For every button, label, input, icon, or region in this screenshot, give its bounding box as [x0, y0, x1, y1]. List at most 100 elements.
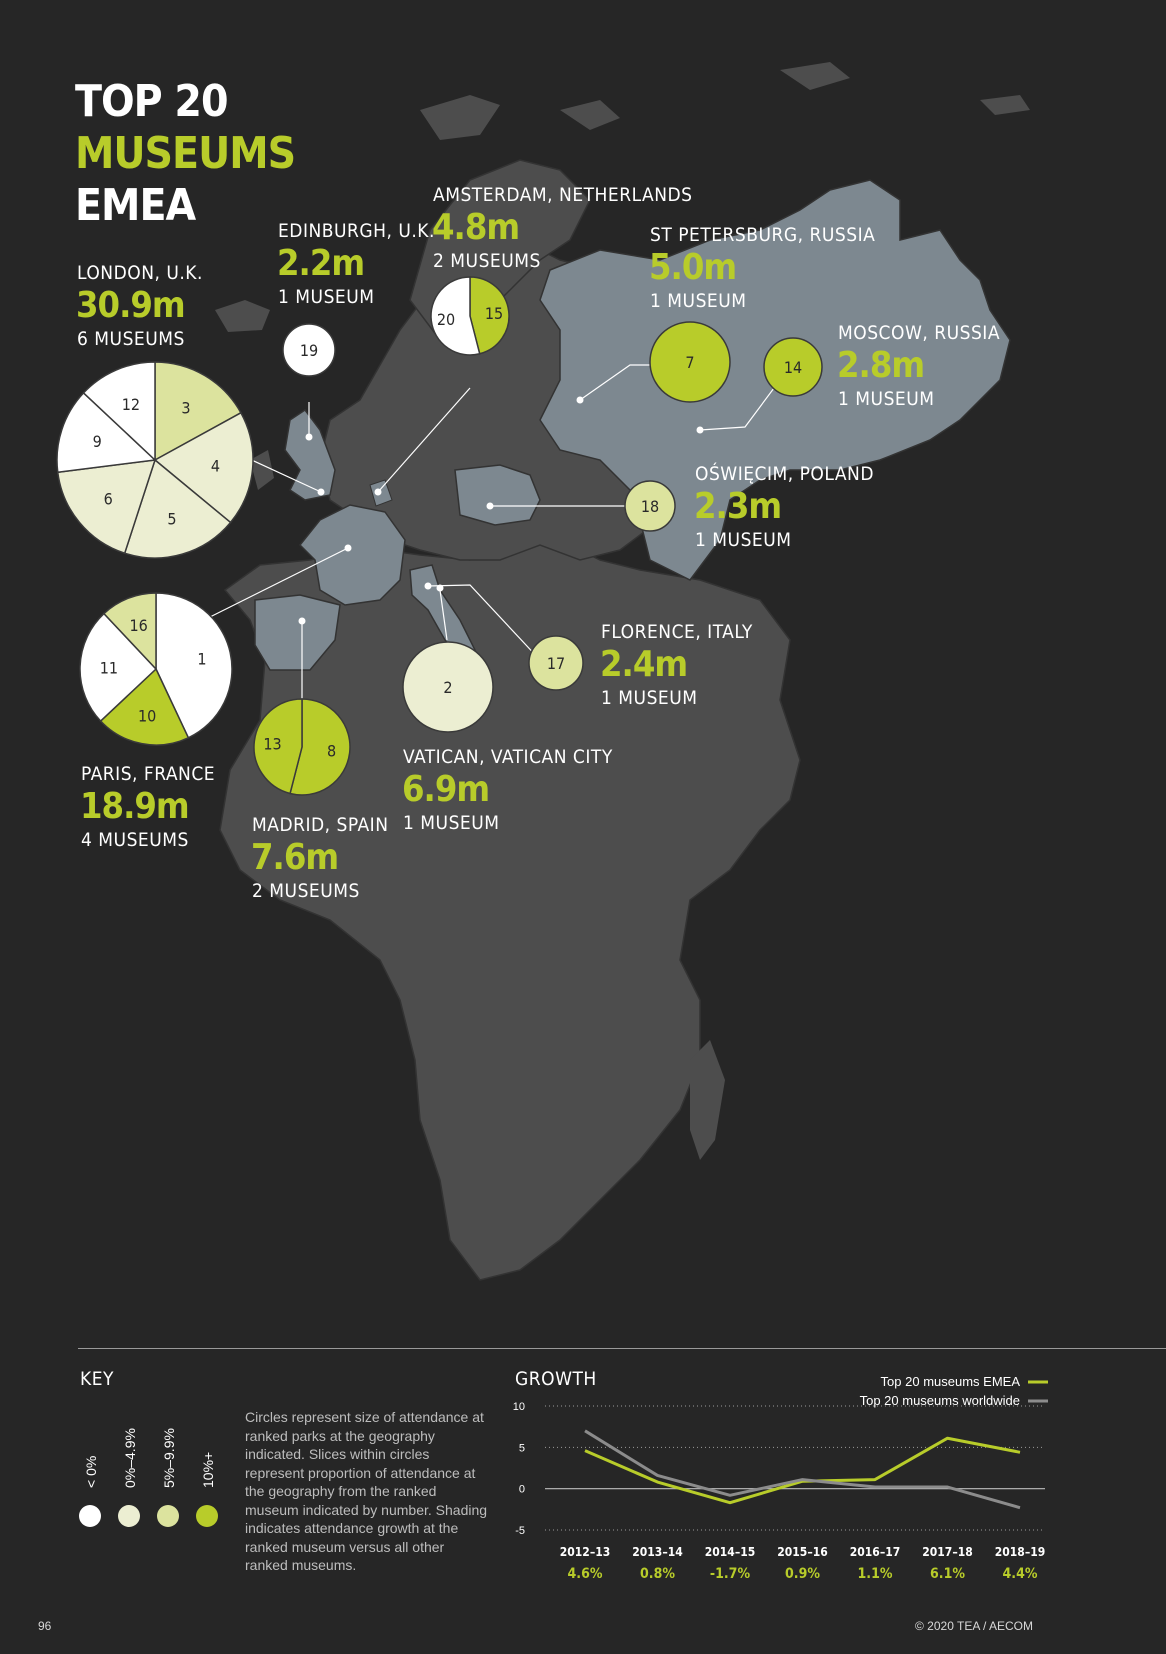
pie-slice-rank-8: [289, 698, 351, 796]
pie-slice-label: 12: [122, 395, 140, 414]
growth-chart: 10 5 0 -5 Top 20 museums EMEA Top 20 museums …: [513, 1374, 1048, 1582]
series-line-emea: [584, 1436, 1021, 1505]
key-title: KEY: [80, 1368, 114, 1390]
city-museums-amsterdam: 2 MUSEUMS: [433, 250, 541, 272]
pie-slice-rank-4: [153, 411, 254, 524]
city-name-stpete: ST PETERSBURG, RUSSIA: [650, 224, 876, 246]
pie-paris: 1 10 11 16: [79, 592, 233, 746]
x-tick-label: 2017–18: [922, 1545, 972, 1559]
x-tick-label: 2016–17: [850, 1545, 900, 1559]
pie-slice-rank-5: [123, 458, 232, 559]
pie-slice-rank-3: [154, 361, 242, 462]
pie-slice-label: 7: [685, 353, 694, 372]
pie-slice-rank-2: [402, 641, 494, 733]
city-name-amsterdam: AMSTERDAM, NETHERLANDS: [433, 184, 693, 206]
city-name-london: LONDON, U.K.: [77, 262, 203, 284]
pie-slice-rank-1: [155, 592, 233, 739]
x-tick-label: 2013–14: [632, 1545, 683, 1559]
pie-london: 3 4 5 6 9 12: [56, 361, 254, 559]
pie-slice-rank-16: [102, 592, 157, 671]
city-name-madrid: MADRID, SPAIN: [252, 814, 389, 836]
pie-slice-label: 4: [211, 457, 220, 476]
land-madagascar: [690, 1040, 725, 1160]
page-number: 96: [38, 1619, 52, 1633]
pie-slice-label: 5: [167, 509, 176, 528]
city-value-oswiecim: 2.3m: [694, 486, 782, 527]
pie-stpete: 7: [649, 321, 731, 403]
pie-vatican: 2: [402, 641, 494, 733]
key-swatch-high: [196, 1505, 218, 1527]
city-museums-stpete: 1 MUSEUM: [650, 290, 747, 312]
city-museums-florence: 1 MUSEUM: [601, 687, 698, 709]
city-museums-madrid: 2 MUSEUMS: [252, 880, 360, 902]
key-swatch-low: [118, 1505, 140, 1527]
value-label: -1.7%: [710, 1566, 751, 1582]
pie-slice-rank-18: [624, 480, 676, 532]
country-france: [298, 504, 406, 606]
key-label: < 0%: [83, 1456, 99, 1488]
city-name-florence: FLORENCE, ITALY: [601, 621, 753, 643]
value-label: 4.6%: [568, 1566, 603, 1582]
pie-slice-rank-7: [649, 321, 731, 403]
value-label: 1.1%: [858, 1566, 893, 1582]
city-value-moscow: 2.8m: [837, 345, 925, 386]
pie-slice-label: 18: [641, 497, 659, 516]
pie-slice-rank-10: [99, 667, 190, 746]
pie-madrid: 8 13: [253, 698, 351, 796]
city-value-edinburgh: 2.2m: [277, 243, 365, 284]
pie-slice-label: 8: [327, 742, 336, 761]
pie-slice-rank-20: [430, 276, 481, 356]
x-tick-label: 2018–19: [995, 1545, 1045, 1559]
title-line-2: MUSEUMS: [75, 128, 296, 179]
title-line-3: EMEA: [75, 180, 196, 231]
land-iceland: [215, 300, 270, 332]
pie-edinburgh: 19: [282, 323, 336, 377]
y-tick-label: 0: [519, 1484, 525, 1496]
pie-slice-label: 3: [181, 399, 190, 418]
title-line-1: TOP 20: [75, 76, 229, 127]
y-tick-label: 5: [519, 1442, 525, 1454]
value-label: 6.1%: [930, 1566, 965, 1582]
city-name-vatican: VATICAN, VATICAN CITY: [403, 746, 613, 768]
pie-slice-rank-6: [56, 459, 157, 555]
pie-slice-rank-12: [82, 361, 156, 462]
key-swatch-neg: [79, 1505, 101, 1527]
divider: [78, 1348, 1166, 1349]
y-tick-label: 10: [513, 1401, 525, 1413]
city-museums-oswiecim: 1 MUSEUM: [695, 529, 792, 551]
pie-florence: 17: [528, 635, 584, 691]
key-label: 10%+: [200, 1452, 216, 1488]
key-swatch-mid: [157, 1505, 179, 1527]
pie-slice-rank-13: [253, 698, 303, 795]
land-ireland: [250, 450, 274, 490]
city-value-london: 30.9m: [76, 285, 186, 326]
pie-moscow: 14: [763, 337, 823, 397]
pie-slice-rank-14: [763, 337, 823, 397]
pie-slice-label: 16: [129, 616, 147, 635]
city-museums-moscow: 1 MUSEUM: [838, 388, 935, 410]
pie-slice-rank-15: [469, 276, 510, 355]
x-tick-label: 2015–16: [777, 1545, 827, 1559]
key-swatches: < 0% 0%–4.9% 5%–9.9% 10%+: [79, 1428, 218, 1527]
value-label: 4.4%: [1003, 1566, 1038, 1582]
pie-slice-label: 17: [547, 654, 565, 673]
pie-slice-label: 19: [300, 341, 318, 360]
pie-slice-label: 15: [485, 304, 503, 323]
country-spain: [254, 594, 341, 671]
y-tick-label: -5: [515, 1525, 525, 1537]
x-tick-label: 2012–13: [560, 1545, 610, 1559]
pie-slice-label: 11: [100, 659, 118, 678]
key-label: 5%–9.9%: [161, 1428, 177, 1488]
legend-label: Top 20 museums worldwide: [860, 1393, 1020, 1408]
pie-slice-label: 20: [437, 310, 455, 329]
city-name-paris: PARIS, FRANCE: [81, 763, 216, 785]
pie-slice-label: 9: [93, 432, 102, 451]
x-tick-label: 2014–15: [705, 1545, 755, 1559]
pie-slice-rank-9: [56, 391, 157, 474]
city-name-moscow: MOSCOW, RUSSIA: [838, 322, 1001, 344]
chart-title: GROWTH: [515, 1368, 597, 1390]
pie-slice-rank-11: [79, 612, 158, 723]
